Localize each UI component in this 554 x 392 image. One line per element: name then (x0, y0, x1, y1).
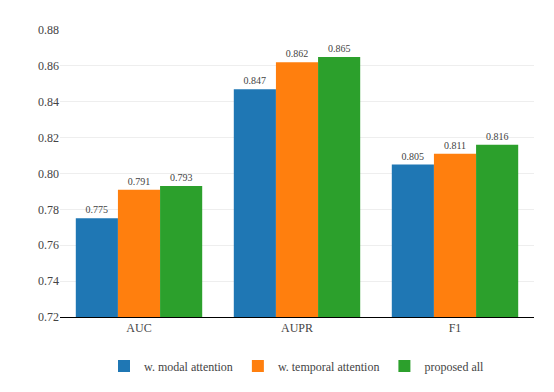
svg-text:0.865: 0.865 (328, 43, 351, 54)
svg-text:0.88: 0.88 (38, 23, 59, 37)
svg-text:F1: F1 (449, 321, 462, 335)
svg-text:0.816: 0.816 (486, 131, 509, 142)
svg-text:0.78: 0.78 (38, 203, 59, 217)
svg-text:AUPR: AUPR (281, 321, 313, 335)
svg-text:0.775: 0.775 (86, 204, 109, 215)
svg-text:0.80: 0.80 (38, 167, 59, 181)
svg-text:0.86: 0.86 (38, 59, 59, 73)
svg-text:0.76: 0.76 (38, 238, 59, 252)
svg-text:proposed all: proposed all (424, 360, 484, 374)
svg-text:0.791: 0.791 (128, 176, 151, 187)
svg-text:0.862: 0.862 (286, 48, 309, 59)
svg-text:w. temporal attention: w. temporal attention (278, 360, 380, 374)
svg-text:0.847: 0.847 (244, 75, 266, 86)
svg-text:0.74: 0.74 (38, 274, 59, 288)
svg-text:0.811: 0.811 (444, 140, 466, 151)
svg-text:0.82: 0.82 (38, 131, 59, 145)
svg-text:0.793: 0.793 (170, 172, 193, 183)
svg-text:0.805: 0.805 (402, 151, 425, 162)
svg-text:0.84: 0.84 (38, 95, 59, 109)
svg-text:w. modal attention: w. modal attention (144, 360, 233, 374)
svg-text:AUC: AUC (126, 321, 151, 335)
svg-text:0.72: 0.72 (38, 310, 59, 324)
